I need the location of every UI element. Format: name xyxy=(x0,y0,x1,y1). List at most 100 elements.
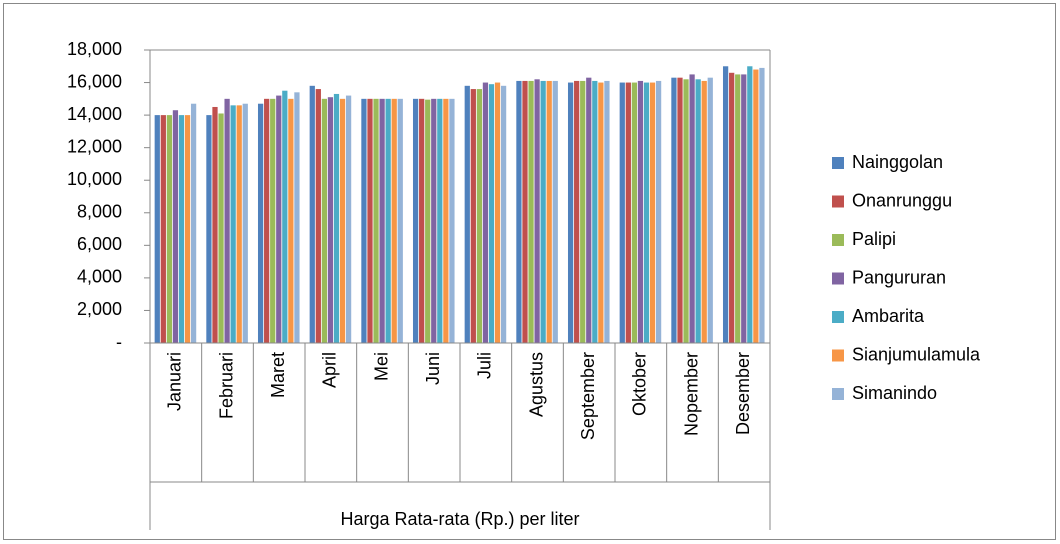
bar xyxy=(741,74,747,344)
legend-swatch xyxy=(832,195,844,208)
y-tick-label: 6,000 xyxy=(77,234,122,254)
x-tick-label: Januari xyxy=(165,352,185,411)
bar xyxy=(735,74,741,344)
bar xyxy=(367,98,373,343)
y-tick-label: 4,000 xyxy=(77,267,122,287)
bar xyxy=(470,89,476,343)
bar xyxy=(282,90,288,343)
x-tick-label: Maret xyxy=(268,352,288,398)
y-tick-label: 10,000 xyxy=(67,169,122,189)
x-tick-label: Juli xyxy=(475,352,495,379)
bar xyxy=(482,82,489,344)
legend-label: Ambarita xyxy=(852,306,925,326)
bar xyxy=(528,80,534,343)
y-tick-label: 16,000 xyxy=(67,71,122,91)
bar xyxy=(580,80,586,343)
legend-label: Palipi xyxy=(852,229,896,249)
y-tick-label: - xyxy=(116,332,122,352)
bar xyxy=(257,103,264,343)
y-tick-label: 2,000 xyxy=(77,299,122,319)
bar xyxy=(534,79,540,344)
x-tick-label: Agustus xyxy=(526,352,546,417)
bar xyxy=(172,110,179,343)
bar xyxy=(264,98,270,343)
bar xyxy=(677,77,683,343)
bar xyxy=(586,77,592,343)
bar xyxy=(540,80,546,343)
bar xyxy=(373,98,379,343)
bar xyxy=(288,98,294,343)
bar xyxy=(327,97,334,343)
bar xyxy=(361,98,367,343)
legend-label: Onanrunggu xyxy=(852,190,952,210)
x-tick-label: September xyxy=(578,352,598,440)
bar xyxy=(391,98,397,343)
bar xyxy=(567,82,574,344)
y-tick-label: 14,000 xyxy=(67,104,122,124)
x-tick-label: Februari xyxy=(216,352,236,419)
bar xyxy=(522,80,528,343)
bar xyxy=(592,80,598,343)
x-group-label: Harga Rata-rata (Rp.) per liter xyxy=(340,509,579,529)
bar xyxy=(729,72,735,344)
bar xyxy=(689,74,695,344)
bar xyxy=(178,115,185,343)
bar xyxy=(224,98,230,343)
bar xyxy=(695,79,701,344)
bar xyxy=(166,115,173,343)
bar xyxy=(276,95,282,343)
bar xyxy=(747,66,753,344)
x-tick-label: Mei xyxy=(371,352,391,381)
bar xyxy=(722,66,729,344)
x-tick-label: Oktober xyxy=(630,352,650,416)
bar xyxy=(339,98,346,343)
bar xyxy=(643,82,650,344)
bar xyxy=(759,67,765,344)
bar xyxy=(707,77,713,343)
bar xyxy=(449,98,455,343)
bar xyxy=(315,89,321,343)
legend-swatch xyxy=(832,234,844,246)
bar xyxy=(701,80,707,343)
bar xyxy=(683,79,689,344)
bar xyxy=(625,82,631,344)
bar xyxy=(753,69,759,344)
bar xyxy=(671,77,677,343)
bar xyxy=(437,98,443,343)
bar xyxy=(598,82,604,344)
bar xyxy=(649,82,656,344)
x-tick-label: Desember xyxy=(733,352,753,435)
bar xyxy=(500,85,507,344)
legend-swatch xyxy=(832,157,844,169)
legend-label: Pangururan xyxy=(852,267,946,287)
legend-swatch xyxy=(832,272,844,285)
bar xyxy=(552,80,558,343)
bar xyxy=(236,105,242,343)
y-tick-label: 8,000 xyxy=(77,202,122,222)
bar xyxy=(574,80,580,343)
bar xyxy=(464,85,470,344)
bar xyxy=(419,98,425,343)
legend-swatch xyxy=(832,311,844,323)
bar xyxy=(476,89,483,343)
bar xyxy=(242,103,248,343)
bar xyxy=(333,93,340,343)
bar xyxy=(379,98,385,343)
bar xyxy=(212,106,218,343)
bar xyxy=(190,103,197,343)
bar xyxy=(345,95,352,343)
bar xyxy=(270,98,276,343)
bar xyxy=(206,115,212,343)
bar xyxy=(637,80,644,343)
y-tick-label: 12,000 xyxy=(67,136,122,156)
bar xyxy=(385,98,391,343)
bar xyxy=(488,84,495,343)
x-tick-label: April xyxy=(320,352,340,388)
legend-swatch xyxy=(832,349,844,362)
bar xyxy=(619,82,625,344)
legend-label: Sianjumulamula xyxy=(852,344,981,364)
bar xyxy=(230,105,236,343)
y-tick-label: 18,000 xyxy=(67,39,122,59)
legend-label: Nainggolan xyxy=(852,152,943,172)
